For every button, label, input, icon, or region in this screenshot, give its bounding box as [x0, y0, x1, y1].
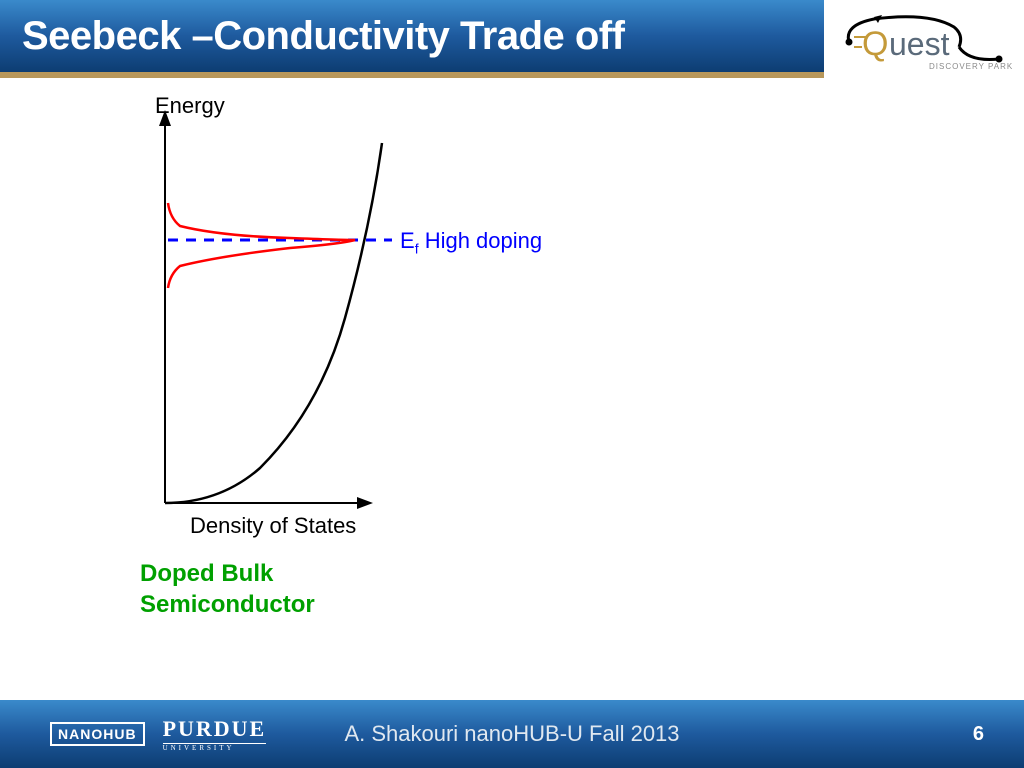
caption-line-1: Doped Bulk	[140, 560, 273, 587]
purdue-logo: PURDUE UNIVERSITY	[163, 716, 267, 752]
chart-svg	[60, 88, 560, 548]
slide-header: Seebeck –Conductivity Trade off Q uest D…	[0, 0, 1024, 78]
energy-dos-chart: Energy Ef High doping Density of States …	[60, 88, 560, 548]
diagram-caption: Doped Bulk Semiconductor	[140, 558, 315, 620]
svg-text:DISCOVERY PARK: DISCOVERY PARK	[929, 62, 1013, 71]
purdue-text: PURDUE	[163, 716, 267, 741]
slide-footer: NANOHUB PURDUE UNIVERSITY A. Shakouri na…	[0, 700, 1024, 768]
page-number: 6	[973, 723, 984, 746]
slide-content: Energy Ef High doping Density of States …	[0, 78, 1024, 700]
distribution-curve	[168, 203, 355, 288]
footer-logos: NANOHUB PURDUE UNIVERSITY	[0, 716, 266, 752]
quest-logo-svg: Q uest DISCOVERY PARK	[834, 7, 1014, 77]
x-axis-label: Density of States	[190, 513, 356, 539]
ef-label: Ef High doping	[400, 228, 542, 256]
caption-line-2: Semiconductor	[140, 591, 315, 618]
quest-logo: Q uest DISCOVERY PARK	[824, 0, 1024, 84]
slide-title: Seebeck –Conductivity Trade off	[0, 14, 624, 59]
svg-text:Q: Q	[862, 25, 888, 63]
y-axis-label: Energy	[155, 93, 225, 119]
nanohub-logo: NANOHUB	[50, 722, 145, 746]
footer-author-text: A. Shakouri nanoHUB-U Fall 2013	[344, 721, 679, 747]
purdue-subtext: UNIVERSITY	[163, 743, 267, 752]
dos-curve	[165, 143, 382, 503]
svg-text:uest: uest	[889, 26, 950, 62]
x-axis-arrow	[357, 497, 373, 509]
